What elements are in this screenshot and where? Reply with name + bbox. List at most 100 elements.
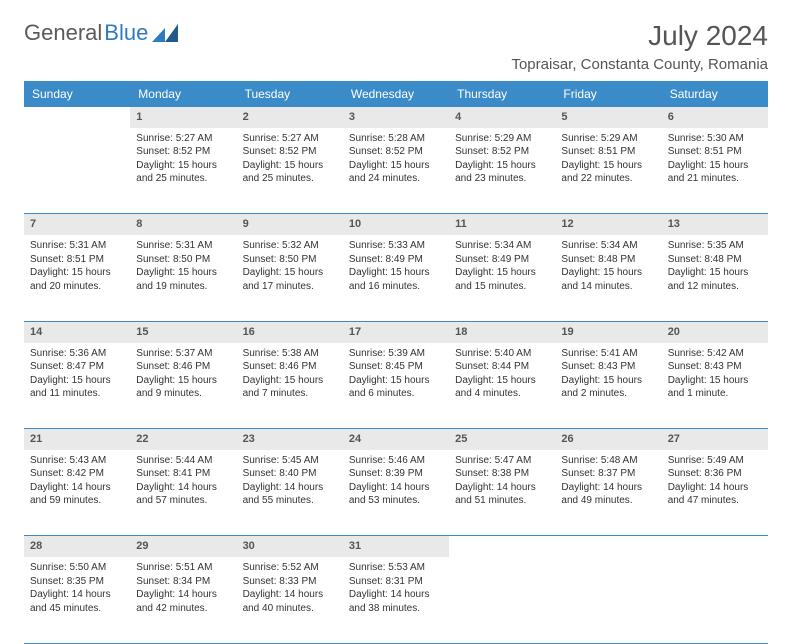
sunset-line: Sunset: 8:38 PM	[455, 467, 549, 481]
daylight-line: Daylight: 15 hours and 25 minutes.	[243, 159, 337, 186]
sunrise-line: Sunrise: 5:46 AM	[349, 454, 443, 468]
daylight-line: Daylight: 15 hours and 16 minutes.	[349, 266, 443, 293]
sunset-line: Sunset: 8:39 PM	[349, 467, 443, 481]
sunrise-line: Sunrise: 5:52 AM	[243, 561, 337, 575]
day-cell: Sunrise: 5:49 AMSunset: 8:36 PMDaylight:…	[662, 450, 768, 536]
day-number-row: 28293031	[24, 536, 768, 557]
day-cell: Sunrise: 5:51 AMSunset: 8:34 PMDaylight:…	[130, 557, 236, 643]
day-content-row: Sunrise: 5:31 AMSunset: 8:51 PMDaylight:…	[24, 235, 768, 321]
day-number: 17	[343, 321, 449, 342]
day-number: 9	[237, 214, 343, 235]
daylight-line: Daylight: 14 hours and 42 minutes.	[136, 588, 230, 615]
daylight-line: Daylight: 15 hours and 14 minutes.	[561, 266, 655, 293]
sunset-line: Sunset: 8:50 PM	[136, 253, 230, 267]
sunrise-line: Sunrise: 5:47 AM	[455, 454, 549, 468]
day-number: 27	[662, 429, 768, 450]
sunset-line: Sunset: 8:43 PM	[668, 360, 762, 374]
day-content-row: Sunrise: 5:43 AMSunset: 8:42 PMDaylight:…	[24, 450, 768, 536]
day-number: 24	[343, 429, 449, 450]
day-cell: Sunrise: 5:28 AMSunset: 8:52 PMDaylight:…	[343, 128, 449, 214]
daylight-line: Daylight: 15 hours and 6 minutes.	[349, 374, 443, 401]
location: Topraisar, Constanta County, Romania	[511, 56, 768, 73]
day-cell: Sunrise: 5:48 AMSunset: 8:37 PMDaylight:…	[555, 450, 661, 536]
sunset-line: Sunset: 8:45 PM	[349, 360, 443, 374]
day-cell: Sunrise: 5:31 AMSunset: 8:50 PMDaylight:…	[130, 235, 236, 321]
sunset-line: Sunset: 8:33 PM	[243, 575, 337, 589]
day-number: 4	[449, 107, 555, 128]
day-number: 10	[343, 214, 449, 235]
sunset-line: Sunset: 8:49 PM	[455, 253, 549, 267]
sunset-line: Sunset: 8:52 PM	[136, 145, 230, 159]
sunrise-line: Sunrise: 5:48 AM	[561, 454, 655, 468]
logo-icon	[152, 24, 178, 42]
day-cell: Sunrise: 5:37 AMSunset: 8:46 PMDaylight:…	[130, 343, 236, 429]
header: GeneralBlue July 2024 Topraisar, Constan…	[24, 20, 768, 73]
daylight-line: Daylight: 15 hours and 23 minutes.	[455, 159, 549, 186]
sunrise-line: Sunrise: 5:42 AM	[668, 347, 762, 361]
sunset-line: Sunset: 8:49 PM	[349, 253, 443, 267]
daylight-line: Daylight: 15 hours and 21 minutes.	[668, 159, 762, 186]
sunrise-line: Sunrise: 5:31 AM	[136, 239, 230, 253]
sunset-line: Sunset: 8:52 PM	[349, 145, 443, 159]
day-number: 1	[130, 107, 236, 128]
sunset-line: Sunset: 8:50 PM	[243, 253, 337, 267]
daylight-line: Daylight: 15 hours and 4 minutes.	[455, 374, 549, 401]
sunset-line: Sunset: 8:51 PM	[668, 145, 762, 159]
day-number: 12	[555, 214, 661, 235]
sunrise-line: Sunrise: 5:50 AM	[30, 561, 124, 575]
sunrise-line: Sunrise: 5:34 AM	[455, 239, 549, 253]
day-cell: Sunrise: 5:47 AMSunset: 8:38 PMDaylight:…	[449, 450, 555, 536]
day-cell: Sunrise: 5:27 AMSunset: 8:52 PMDaylight:…	[237, 128, 343, 214]
daylight-line: Daylight: 14 hours and 38 minutes.	[349, 588, 443, 615]
sunrise-line: Sunrise: 5:28 AM	[349, 132, 443, 146]
day-number: 23	[237, 429, 343, 450]
sunset-line: Sunset: 8:35 PM	[30, 575, 124, 589]
day-cell: Sunrise: 5:29 AMSunset: 8:52 PMDaylight:…	[449, 128, 555, 214]
day-number: 2	[237, 107, 343, 128]
day-number	[449, 536, 555, 557]
sunrise-line: Sunrise: 5:30 AM	[668, 132, 762, 146]
sunrise-line: Sunrise: 5:45 AM	[243, 454, 337, 468]
sunset-line: Sunset: 8:46 PM	[243, 360, 337, 374]
day-number: 28	[24, 536, 130, 557]
daylight-line: Daylight: 15 hours and 25 minutes.	[136, 159, 230, 186]
sunrise-line: Sunrise: 5:33 AM	[349, 239, 443, 253]
sunset-line: Sunset: 8:36 PM	[668, 467, 762, 481]
daylight-line: Daylight: 15 hours and 15 minutes.	[455, 266, 549, 293]
daylight-line: Daylight: 15 hours and 9 minutes.	[136, 374, 230, 401]
day-number-row: 78910111213	[24, 214, 768, 235]
day-number	[662, 536, 768, 557]
sunrise-line: Sunrise: 5:34 AM	[561, 239, 655, 253]
daylight-line: Daylight: 15 hours and 12 minutes.	[668, 266, 762, 293]
day-number: 30	[237, 536, 343, 557]
sunset-line: Sunset: 8:40 PM	[243, 467, 337, 481]
sunrise-line: Sunrise: 5:31 AM	[30, 239, 124, 253]
day-cell: Sunrise: 5:43 AMSunset: 8:42 PMDaylight:…	[24, 450, 130, 536]
day-cell: Sunrise: 5:30 AMSunset: 8:51 PMDaylight:…	[662, 128, 768, 214]
sunrise-line: Sunrise: 5:32 AM	[243, 239, 337, 253]
sunset-line: Sunset: 8:48 PM	[561, 253, 655, 267]
calendar-table: SundayMondayTuesdayWednesdayThursdayFrid…	[24, 81, 768, 644]
daylight-line: Daylight: 15 hours and 24 minutes.	[349, 159, 443, 186]
day-number: 14	[24, 321, 130, 342]
day-number: 22	[130, 429, 236, 450]
sunset-line: Sunset: 8:43 PM	[561, 360, 655, 374]
day-content-row: Sunrise: 5:50 AMSunset: 8:35 PM Daylight:…	[24, 557, 768, 643]
sunrise-line: Sunrise: 5:51 AM	[136, 561, 230, 575]
daylight-line: Daylight: 15 hours and 19 minutes.	[136, 266, 230, 293]
sunset-line: Sunset: 8:34 PM	[136, 575, 230, 589]
day-cell: Sunrise: 5:52 AMSunset: 8:33 PMDaylight:…	[237, 557, 343, 643]
sunrise-line: Sunrise: 5:27 AM	[136, 132, 230, 146]
sunset-line: Sunset: 8:41 PM	[136, 467, 230, 481]
day-cell: Sunrise: 5:42 AMSunset: 8:43 PMDaylight:…	[662, 343, 768, 429]
sunset-line: Sunset: 8:31 PM	[349, 575, 443, 589]
sunset-line: Sunset: 8:44 PM	[455, 360, 549, 374]
weekday-header-row: SundayMondayTuesdayWednesdayThursdayFrid…	[24, 81, 768, 107]
sunset-line: Sunset: 8:52 PM	[455, 145, 549, 159]
daylight-line: Daylight: 14 hours and 55 minutes.	[243, 481, 337, 508]
day-number: 20	[662, 321, 768, 342]
day-cell: Sunrise: 5:39 AMSunset: 8:45 PMDaylight:…	[343, 343, 449, 429]
day-number-row: 123456	[24, 107, 768, 128]
day-content-row: Sunrise: 5:36 AMSunset: 8:47 PMDaylight:…	[24, 343, 768, 429]
sunset-line: Sunset: 8:52 PM	[243, 145, 337, 159]
